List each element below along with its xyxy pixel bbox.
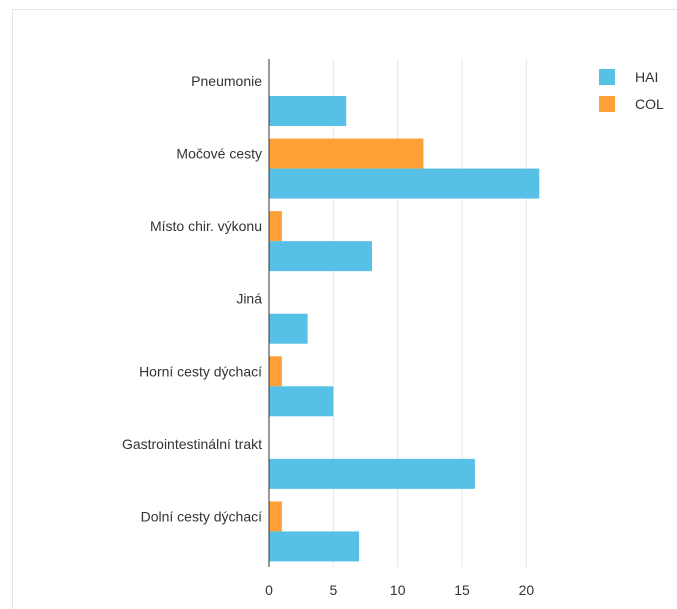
legend-label[interactable]: HAI bbox=[635, 69, 658, 85]
bars-layer bbox=[269, 96, 540, 562]
bar-hai bbox=[269, 241, 372, 272]
bar-col bbox=[269, 501, 282, 532]
legend: HAI COL bbox=[599, 69, 664, 112]
bar-hai bbox=[269, 96, 347, 126]
category-label: Místo chir. výkonu bbox=[150, 218, 262, 234]
category-labels: Pneumonie Močové cesty Místo chir. výkonu J… bbox=[122, 73, 262, 524]
category-label: Dolní cesty dýchací bbox=[141, 508, 262, 524]
bar-col bbox=[269, 356, 282, 387]
grid-layer bbox=[332, 59, 527, 567]
x-tick-label: 15 bbox=[454, 582, 470, 598]
legend-swatch[interactable] bbox=[599, 96, 615, 112]
x-tick-label: 20 bbox=[519, 582, 535, 598]
bar-col bbox=[269, 138, 424, 169]
x-tick-labels: 0 5 10 15 20 bbox=[265, 582, 534, 598]
category-label: Močové cesty bbox=[176, 146, 262, 162]
bar-col bbox=[269, 211, 282, 242]
legend-swatch[interactable] bbox=[599, 69, 615, 85]
x-tick-label: 0 bbox=[265, 582, 273, 598]
category-label: Gastrointestinální trakt bbox=[122, 436, 262, 452]
category-label: Jiná bbox=[236, 291, 262, 307]
x-tick-label: 10 bbox=[390, 582, 406, 598]
bar-hai bbox=[269, 386, 334, 417]
card-left-border bbox=[12, 9, 13, 609]
bar-hai bbox=[269, 168, 540, 199]
card-top-border bbox=[12, 9, 677, 10]
x-tick-label: 5 bbox=[329, 582, 337, 598]
bar-hai bbox=[269, 313, 308, 344]
category-label: Horní cesty dýchací bbox=[139, 363, 262, 379]
bar-hai bbox=[269, 531, 360, 562]
bar-hai bbox=[269, 458, 475, 489]
legend-label[interactable]: COL bbox=[635, 96, 664, 112]
category-label: Pneumonie bbox=[191, 73, 262, 89]
